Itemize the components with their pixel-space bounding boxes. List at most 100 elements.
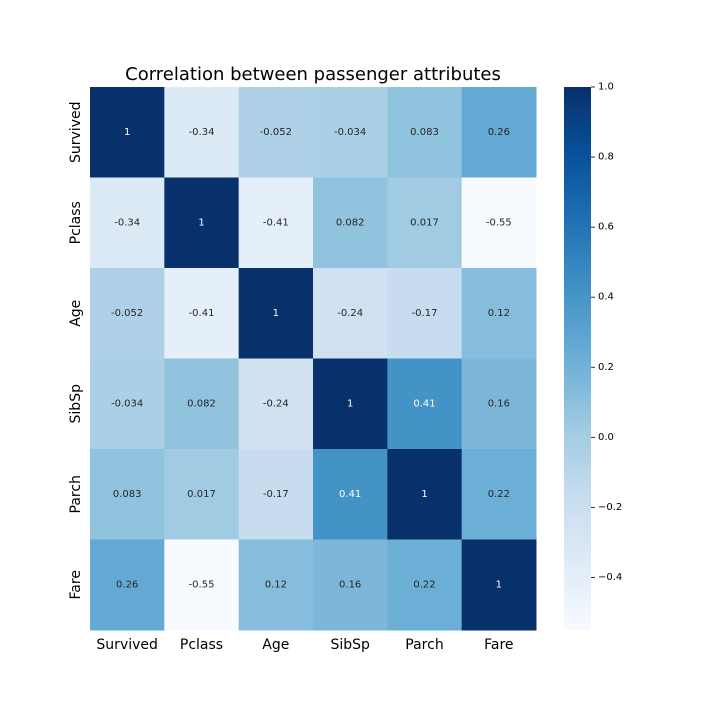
heatmap-cell-parch-age	[238, 449, 314, 540]
heatmap-cell-survived-parch	[387, 87, 463, 178]
cell-value-label: 0.26	[488, 127, 510, 138]
heatmap-cell-pclass-parch	[387, 177, 463, 269]
cell-value-label: 0.26	[116, 579, 138, 590]
cell-value-label: 1	[273, 308, 279, 319]
cell-value-label: -0.34	[189, 127, 215, 138]
heatmap-cell-age-age	[238, 268, 314, 359]
heatmap-cell-sibsp-age	[238, 358, 314, 450]
cell-value-label: -0.17	[263, 489, 289, 500]
cell-value-label: 0.12	[265, 579, 287, 590]
cell-value-label: -0.41	[189, 308, 215, 319]
cell-value-label: 0.083	[410, 127, 439, 138]
cell-value-label: -0.24	[337, 308, 363, 319]
cell-value-label: -0.34	[114, 217, 140, 228]
heatmap-cell-survived-pclass	[164, 87, 240, 178]
cell-value-label: 0.16	[339, 579, 361, 590]
heatmap-cell-labels: 1 -0.34 -0.052 -0.034 0.083 0.26 -0.34 1 -0.41 0.…	[111, 127, 512, 591]
heatmap-cell-fare-sibsp	[313, 539, 388, 631]
colorbar-gradient	[564, 87, 591, 630]
chart-title: Correlation between passenger attributes	[125, 64, 501, 85]
y-tick-label: SibSp	[68, 384, 84, 424]
heatmap-cell-sibsp-parch	[387, 358, 463, 450]
y-tick-label: Age	[68, 300, 84, 327]
cell-value-label: 0.16	[488, 398, 510, 409]
colorbar-tick-label: 0.2	[598, 362, 614, 373]
cell-value-label: 1	[198, 217, 204, 228]
cell-value-label: 0.083	[113, 489, 142, 500]
y-tick-label: Parch	[68, 475, 84, 513]
cell-value-label: 0.12	[488, 308, 510, 319]
colorbar-tick-label: −0.2	[598, 502, 622, 513]
colorbar: 1.0 0.8 0.6 0.4 0.2 0.0 −0.2 −0.4	[564, 82, 622, 630]
heatmap-cell-survived-sibsp	[313, 87, 388, 178]
heatmap-cell-age-parch	[387, 268, 463, 359]
heatmap-cell-age-sibsp	[313, 268, 388, 359]
cell-value-label: -0.24	[263, 398, 289, 409]
heatmap-cell-sibsp-sibsp	[313, 358, 388, 450]
x-tick-label: Pclass	[180, 637, 223, 653]
cell-value-label: 0.017	[410, 217, 439, 228]
heatmap-cell-pclass-survived	[90, 177, 165, 269]
heatmap-cells	[90, 87, 537, 631]
y-tick-label: Pclass	[68, 201, 84, 244]
heatmap-cell-sibsp-pclass	[164, 358, 240, 450]
colorbar-ticks: 1.0 0.8 0.6 0.4 0.2 0.0 −0.2 −0.4	[591, 82, 622, 583]
colorbar-tick-label: 0.4	[598, 292, 614, 303]
heatmap-cell-age-fare	[461, 268, 537, 359]
heatmap-cell-pclass-sibsp	[313, 177, 388, 269]
x-axis-tick-labels: Survived Pclass Age SibSp Parch Fare	[96, 637, 513, 653]
cell-value-label: -0.17	[412, 308, 438, 319]
cell-value-label: 0.22	[413, 579, 435, 590]
cell-value-label: -0.052	[111, 308, 143, 319]
cell-value-label: -0.55	[189, 579, 215, 590]
heatmap-cell-parch-fare	[461, 449, 537, 540]
heatmap-cell-fare-parch	[387, 539, 463, 631]
cell-value-label: 0.41	[413, 398, 435, 409]
heatmap-cell-survived-age	[238, 87, 314, 178]
cell-value-label: 0.017	[187, 489, 216, 500]
cell-value-label: -0.034	[334, 127, 366, 138]
heatmap-cell-pclass-age	[238, 177, 314, 269]
colorbar-tick-label: 0.8	[598, 152, 614, 163]
cell-value-label: 1	[421, 489, 427, 500]
cell-value-label: -0.034	[111, 398, 143, 409]
heatmap-cell-pclass-pclass	[164, 177, 240, 269]
colorbar-tick-label: −0.4	[598, 572, 622, 583]
colorbar-tick-label: 0.0	[598, 432, 614, 443]
heatmap-cell-fare-survived	[90, 539, 165, 631]
y-tick-label: Fare	[68, 570, 84, 599]
heatmap-cell-sibsp-survived	[90, 358, 165, 450]
heatmap-cell-survived-survived	[90, 87, 165, 178]
colorbar-tick-label: 0.6	[598, 222, 614, 233]
cell-value-label: 1	[347, 398, 353, 409]
heatmap-cell-age-pclass	[164, 268, 240, 359]
cell-value-label: 1	[496, 579, 502, 590]
cell-value-label: 0.082	[336, 217, 365, 228]
heatmap-cell-fare-age	[238, 539, 314, 631]
heatmap-cell-fare-fare	[461, 539, 537, 631]
colorbar-tick-label: 1.0	[598, 82, 614, 93]
cell-value-label: -0.052	[260, 127, 292, 138]
x-tick-label: Survived	[96, 637, 157, 653]
heatmap-cell-parch-parch	[387, 449, 463, 540]
x-tick-label: Parch	[405, 637, 443, 653]
heatmap-cell-parch-pclass	[164, 449, 240, 540]
cell-value-label: 0.41	[339, 489, 361, 500]
heatmap-cell-fare-pclass	[164, 539, 240, 631]
x-tick-label: SibSp	[330, 637, 370, 653]
heatmap-cell-parch-sibsp	[313, 449, 388, 540]
y-tick-label: Survived	[68, 102, 84, 163]
heatmap-cell-parch-survived	[90, 449, 165, 540]
heatmap-cell-pclass-fare	[461, 177, 537, 269]
heatmap-cell-age-survived	[90, 268, 165, 359]
x-tick-label: Fare	[484, 637, 513, 653]
cell-value-label: 0.22	[488, 489, 510, 500]
heatmap-cell-survived-fare	[461, 87, 537, 178]
heatmap-cell-sibsp-fare	[461, 358, 537, 450]
cell-value-label: 1	[124, 127, 130, 138]
y-axis-tick-labels: Survived Pclass Age SibSp Parch Fare	[68, 102, 84, 600]
cell-value-label: -0.55	[486, 217, 512, 228]
x-tick-label: Age	[262, 637, 289, 653]
cell-value-label: -0.41	[263, 217, 289, 228]
